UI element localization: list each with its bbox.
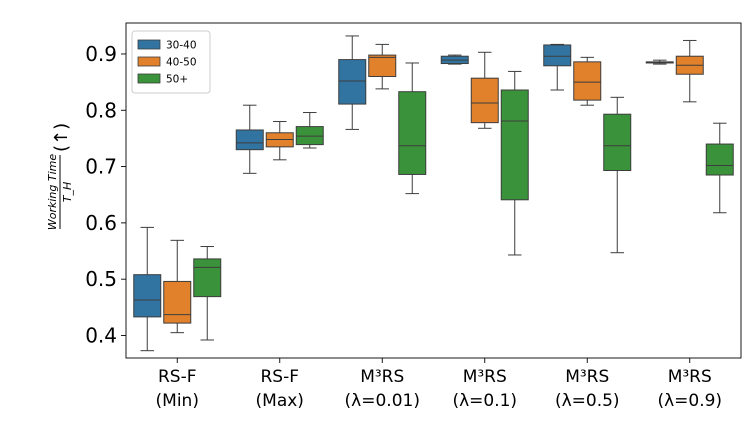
box-40-50-2 <box>368 43 397 90</box>
box-40-50-0 <box>163 239 192 334</box>
x-category-label: M³RS <box>565 367 609 387</box>
legend-label: 50+ <box>166 74 188 86</box>
y-tick-label: 0.7 <box>85 155 117 179</box>
box-iqr <box>470 77 499 124</box>
box-50+-0 <box>193 246 222 341</box>
y-axis-label: Working Time T_H (↑) <box>46 123 74 230</box>
box-iqr <box>398 91 427 175</box>
box-iqr <box>543 44 572 67</box>
box-iqr <box>133 274 162 318</box>
box-50+-1 <box>295 112 324 149</box>
y-tick-label: 0.6 <box>85 211 117 235</box>
x-category-sublabel: (λ=0.5) <box>555 391 620 411</box>
x-category-sublabel: (λ=0.1) <box>452 391 517 411</box>
y-label-arrow: (↑) <box>51 123 72 152</box>
box-iqr <box>295 126 324 146</box>
box-40-50-3 <box>470 51 499 129</box>
box-30-40-3 <box>440 54 469 65</box>
box-plot-series <box>133 35 734 352</box>
legend-label: 40-50 <box>166 57 197 69</box>
x-category-label: M³RS <box>463 367 507 387</box>
x-category-label: RS-F <box>260 367 299 387</box>
x-category-label: RS-F <box>158 367 197 387</box>
box-50+-5 <box>705 122 734 214</box>
box-50+-2 <box>398 62 427 195</box>
x-category-sublabel: (λ=0.01) <box>345 391 420 411</box>
box-iqr <box>500 89 529 201</box>
plot-frame <box>125 22 742 359</box>
box-iqr <box>705 143 734 176</box>
x-axis-ticks: RS-F (Min) RS-F (Max) M³RS (λ=0.01) M³RS (λ=0.1… <box>156 358 722 411</box>
y-tick-label: 0.5 <box>85 267 117 291</box>
box-30-40-5 <box>645 59 674 65</box>
y-tick-label: 0.8 <box>85 98 117 122</box>
legend-swatch <box>137 39 161 50</box>
box-40-50-5 <box>675 39 704 103</box>
box-40-50-4 <box>573 56 602 106</box>
x-category-sublabel: (Min) <box>156 391 199 411</box>
box-iqr <box>368 54 397 77</box>
x-category-label: M³RS <box>668 367 712 387</box>
y-label-numerator: Working Time <box>46 154 59 230</box>
box-30-40-4 <box>543 43 572 91</box>
box-50+-3 <box>500 70 529 256</box>
box-50+-4 <box>603 96 632 254</box>
legend-swatch <box>137 56 161 67</box>
legend-swatch <box>137 73 161 84</box>
box-iqr <box>603 113 632 172</box>
legend: 30-40 40-50 50+ <box>131 30 211 94</box>
y-tick-label: 0.9 <box>85 42 117 66</box>
box-iqr <box>338 59 367 105</box>
box-iqr <box>235 129 264 151</box>
y-axis-ticks: 0.4 0.5 0.6 0.7 0.8 0.9 <box>85 42 126 347</box>
box-iqr <box>193 258 222 298</box>
box-iqr <box>573 61 602 101</box>
box-30-40-1 <box>235 104 264 174</box>
x-category-sublabel: (Max) <box>256 391 304 411</box>
x-category-sublabel: (λ=0.9) <box>657 391 722 411</box>
legend-label: 30-40 <box>166 40 197 52</box>
box-30-40-0 <box>133 226 162 352</box>
box-iqr <box>163 280 192 324</box>
x-category-label: M³RS <box>360 367 404 387</box>
box-40-50-1 <box>265 121 294 161</box>
box-30-40-2 <box>338 35 367 130</box>
y-label-denominator: T_H <box>61 182 74 203</box>
y-tick-label: 0.4 <box>85 323 117 347</box>
